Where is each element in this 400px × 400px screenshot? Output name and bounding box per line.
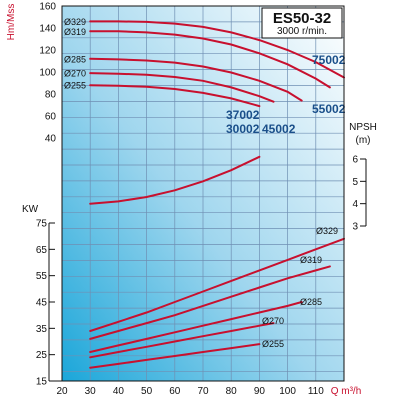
head-tick-label-140: 140: [39, 24, 56, 35]
npsh-curve: [89, 155, 261, 205]
model-label-37002: 37002: [226, 108, 260, 122]
x-tick-label-40: 40: [113, 386, 125, 397]
head-curve-d285: [89, 57, 303, 102]
x-tick-label-100: 100: [279, 386, 296, 397]
power-axis-label: KW: [22, 204, 39, 215]
head-curve-d319: [89, 30, 331, 89]
power-tick-label-45: 45: [36, 298, 48, 309]
x-tick-label-50: 50: [141, 386, 153, 397]
head-diameter-label-d255: Ø255: [64, 81, 86, 91]
model-label-55002: 55002: [312, 102, 346, 116]
power-tick-label-75: 75: [36, 219, 48, 230]
plot-frame: [61, 5, 345, 382]
power-diameter-label-d270: Ø270: [262, 316, 284, 326]
head-diameter-label-d270: Ø270: [64, 69, 86, 79]
head-diameter-label-d329: Ø329: [64, 17, 86, 27]
power-tick-label-55: 55: [36, 271, 48, 282]
title-frame: [261, 7, 343, 39]
head-diameter-label-d319: Ø319: [64, 27, 86, 37]
chart-subtitle: 3000 r/min.: [277, 26, 327, 37]
chart-title: ES50-32: [273, 10, 331, 27]
power-curve-d255: [89, 343, 261, 369]
x-tick-label-60: 60: [169, 386, 181, 397]
power-diameter-label-d329: Ø329: [316, 226, 338, 236]
model-label-75002: 75002: [312, 53, 346, 67]
power-tick-label-35: 35: [36, 324, 48, 335]
npsh-tick-label-4: 4: [352, 199, 358, 210]
head-diameter-label-d285: Ø285: [64, 54, 86, 64]
power-curve-d329: [89, 237, 345, 332]
npsh-axis-label-line1: NPSH: [349, 122, 377, 133]
head-curve-d329: [89, 20, 345, 79]
power-diameter-label-d255: Ø255: [262, 339, 284, 349]
head-tick-label-160: 160: [39, 2, 56, 13]
curves-layer: [89, 20, 345, 369]
title-box: ES50-32 3000 r/min.: [261, 7, 343, 39]
head-tick-label-60: 60: [45, 112, 57, 123]
head-tick-label-100: 100: [39, 68, 56, 79]
x-tick-label-20: 20: [56, 386, 68, 397]
x-tick-label-80: 80: [226, 386, 238, 397]
npsh-tick-label-3: 3: [352, 222, 358, 233]
head-axis-label: Hm/Mss: [6, 4, 17, 41]
head-tick-label-40: 40: [45, 134, 57, 145]
head-tick-label-80: 80: [45, 90, 57, 101]
head-curve-d255: [89, 84, 261, 108]
labels-layer: Ø329Ø319Ø285Ø270Ø25575002550024500237002…: [64, 17, 346, 349]
power-curve-d285: [89, 301, 303, 353]
power-curve-d270: [89, 322, 275, 359]
head-curve-d270: [89, 72, 275, 103]
axes-layer: 20 30 40 50 60 70 80 90 100 110 Q m³/h 40 60 80 100 120…: [6, 2, 377, 398]
power-diameter-label-d319: Ø319: [300, 255, 322, 265]
npsh-tick-label-6: 6: [352, 155, 358, 166]
x-tick-label-110: 110: [308, 386, 324, 397]
npsh-tick-label-5: 5: [352, 177, 358, 188]
power-curve-d319: [89, 265, 331, 340]
x-tick-label-90: 90: [254, 386, 266, 397]
power-tick-label-25: 25: [36, 350, 48, 361]
x-axis-label: Q m³/h: [331, 386, 362, 397]
power-tick-label-15: 15: [36, 377, 48, 388]
model-label-45002: 45002: [262, 122, 296, 136]
power-tick-label-65: 65: [36, 245, 48, 256]
npsh-axis-label-line2: (m): [356, 135, 371, 146]
model-label-30002: 30002: [226, 122, 260, 136]
head-tick-label-120: 120: [39, 46, 56, 57]
power-diameter-label-d285: Ø285: [300, 297, 322, 307]
x-tick-label-70: 70: [197, 386, 209, 397]
x-tick-label-30: 30: [85, 386, 97, 397]
